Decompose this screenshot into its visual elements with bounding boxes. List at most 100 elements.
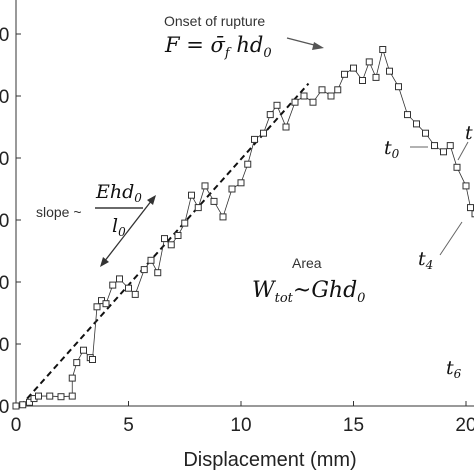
data-point xyxy=(372,73,380,81)
y-tick-label: 0 xyxy=(0,149,9,170)
data-point xyxy=(131,290,139,298)
x-tick-label: 0 xyxy=(11,415,22,436)
data-point xyxy=(300,92,308,100)
t4-label: t4 xyxy=(418,248,433,272)
area-formula: Wtot~Ghd0 xyxy=(252,278,365,306)
data-point xyxy=(26,398,33,406)
data-point xyxy=(266,111,274,119)
y-ticks: 0 0 0 0 0 0 0 xyxy=(0,25,21,418)
data-point xyxy=(219,213,227,221)
data-point xyxy=(462,182,470,190)
y-tick-label: 0 xyxy=(0,273,9,294)
data-point xyxy=(446,142,454,150)
data-point xyxy=(273,101,281,109)
area-annotation: Area Wtot~Ghd0 xyxy=(252,255,365,306)
onset-label: Onset of rupture xyxy=(164,13,265,29)
t-edge-label: t xyxy=(465,122,473,144)
x-ticks: 0 5 10 15 20 xyxy=(11,401,474,436)
data-point xyxy=(57,393,65,401)
data-point xyxy=(161,235,168,243)
data-point xyxy=(359,77,366,84)
onset-arrow-head xyxy=(312,42,324,50)
data-point xyxy=(80,346,87,354)
onset-annotation: Onset of rupture F = σ̄f hd0 xyxy=(164,13,324,61)
x-tick-label: 15 xyxy=(343,415,364,436)
data-point xyxy=(404,111,411,119)
data-point xyxy=(341,70,348,78)
slope-annotation: slope ~ Ehd0 l0 xyxy=(36,181,156,267)
slope-arrow xyxy=(103,199,153,263)
y-tick-label: 0 xyxy=(0,335,9,356)
data-point xyxy=(102,300,110,308)
data-point xyxy=(194,204,202,212)
data-point xyxy=(471,210,474,218)
x-tick-label: 5 xyxy=(123,415,134,436)
data-point xyxy=(210,197,218,205)
onset-formula: F = σ̄f hd0 xyxy=(164,33,272,61)
data-point xyxy=(228,185,236,193)
slope-prefix: slope ~ xyxy=(36,204,82,220)
data-point xyxy=(12,402,20,410)
slope-numerator: Ehd0 xyxy=(95,181,142,205)
data-point xyxy=(167,241,175,249)
x-tick-label: 20 xyxy=(455,415,474,436)
y-tick-label: 0 xyxy=(0,211,9,232)
data-point xyxy=(422,129,429,137)
data-point xyxy=(201,182,209,190)
x-tick-label: 10 xyxy=(230,415,251,436)
data-point xyxy=(395,83,402,91)
time-labels: t0 t4 t6 t xyxy=(384,122,473,381)
data-point xyxy=(147,256,155,264)
data-point xyxy=(467,204,474,212)
data-point xyxy=(431,142,438,150)
data-point xyxy=(309,98,317,106)
data-point xyxy=(379,46,387,53)
data-point xyxy=(181,219,189,227)
data-point xyxy=(318,86,326,94)
data-point xyxy=(260,129,267,137)
slope-arrow-head-end xyxy=(147,195,156,205)
data-point xyxy=(19,401,27,409)
data-point xyxy=(46,392,54,400)
data-point xyxy=(453,163,461,171)
data-point xyxy=(327,92,335,100)
t4-leader xyxy=(439,221,463,256)
data-point xyxy=(334,86,342,94)
data-point xyxy=(116,275,123,283)
data-point xyxy=(68,392,76,400)
data-point xyxy=(237,179,245,187)
data-point xyxy=(174,232,182,239)
t-edge-leader xyxy=(457,141,469,161)
data-point xyxy=(282,123,290,131)
data-point xyxy=(244,160,252,168)
data-point xyxy=(291,98,299,106)
x-axis-label: Displacement (mm) xyxy=(183,449,356,471)
data-point xyxy=(188,191,195,199)
t0-label: t0 xyxy=(384,137,400,161)
data-point xyxy=(350,64,357,72)
data-point xyxy=(89,356,96,363)
data-point xyxy=(251,135,258,143)
trend-line xyxy=(19,82,310,407)
data-point xyxy=(73,359,81,367)
data-point xyxy=(365,58,373,66)
data-point xyxy=(440,148,447,156)
area-label: Area xyxy=(292,255,322,271)
t6-label: t6 xyxy=(446,357,462,381)
data-point xyxy=(68,374,76,382)
data-point xyxy=(386,67,393,75)
data-point xyxy=(413,120,420,128)
onset-arrow xyxy=(286,37,319,47)
slope-denominator: l0 xyxy=(112,215,126,239)
data-point xyxy=(35,392,42,400)
data-series xyxy=(12,46,474,410)
y-tick-label: 0 xyxy=(0,397,9,418)
data-point xyxy=(125,284,132,292)
data-point xyxy=(154,269,162,277)
data-point xyxy=(109,281,117,289)
slope-arrow-head-start xyxy=(100,257,109,267)
y-tick-label: 0 xyxy=(0,25,9,46)
data-point xyxy=(93,303,101,311)
y-tick-label: 0 xyxy=(0,87,9,108)
